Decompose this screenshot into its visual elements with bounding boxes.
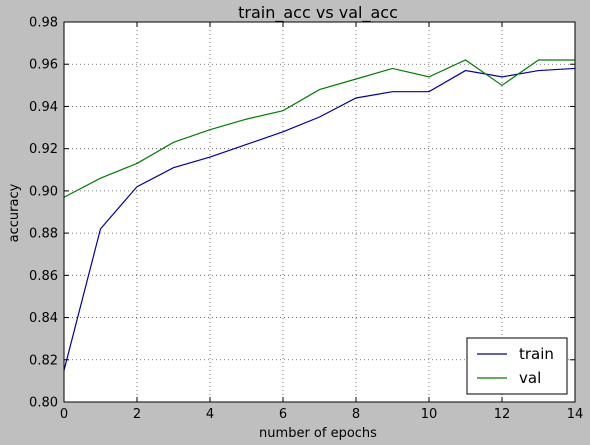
x-tick-label: 6 [279, 407, 287, 422]
y-tick-label: 0.94 [29, 100, 58, 115]
x-tick-label: 14 [567, 407, 584, 422]
y-tick-label: 0.92 [29, 142, 58, 157]
y-tick-label: 0.82 [29, 353, 58, 368]
y-tick-label: 0.88 [29, 227, 58, 242]
axis-tick-labels: 0 2 4 6 8 10 12 14 0.80 0.82 0.84 0.86 0.88 0.90 0.92 0… [29, 16, 583, 423]
x-axis-title: number of epochs [259, 426, 377, 441]
legend-box [466, 337, 568, 395]
y-axis-title: accuracy [7, 183, 22, 242]
legend: train val [466, 337, 568, 395]
y-tick-label: 0.98 [29, 16, 58, 31]
series-line-train [63, 67, 576, 371]
chart-title: train_acc vs val_acc [238, 3, 398, 23]
y-tick-label: 0.84 [29, 311, 58, 326]
x-tick-label: 10 [421, 407, 438, 422]
x-tick-label: 12 [494, 407, 511, 422]
axis-ticks [63, 21, 576, 403]
y-tick-label: 0.80 [29, 396, 58, 411]
y-tick-label: 0.96 [29, 58, 58, 73]
legend-label-val: val [519, 369, 541, 387]
x-tick-label: 4 [206, 407, 214, 422]
series-layer [63, 59, 576, 371]
y-tick-label: 0.90 [29, 184, 58, 199]
plot-frame [63, 21, 576, 403]
series-line-val [63, 59, 575, 198]
x-tick-label: 8 [352, 407, 360, 422]
x-tick-label: 0 [60, 407, 68, 422]
x-tick-label: 2 [133, 407, 141, 422]
legend-label-train: train [519, 345, 554, 363]
y-tick-label: 0.86 [29, 269, 58, 284]
